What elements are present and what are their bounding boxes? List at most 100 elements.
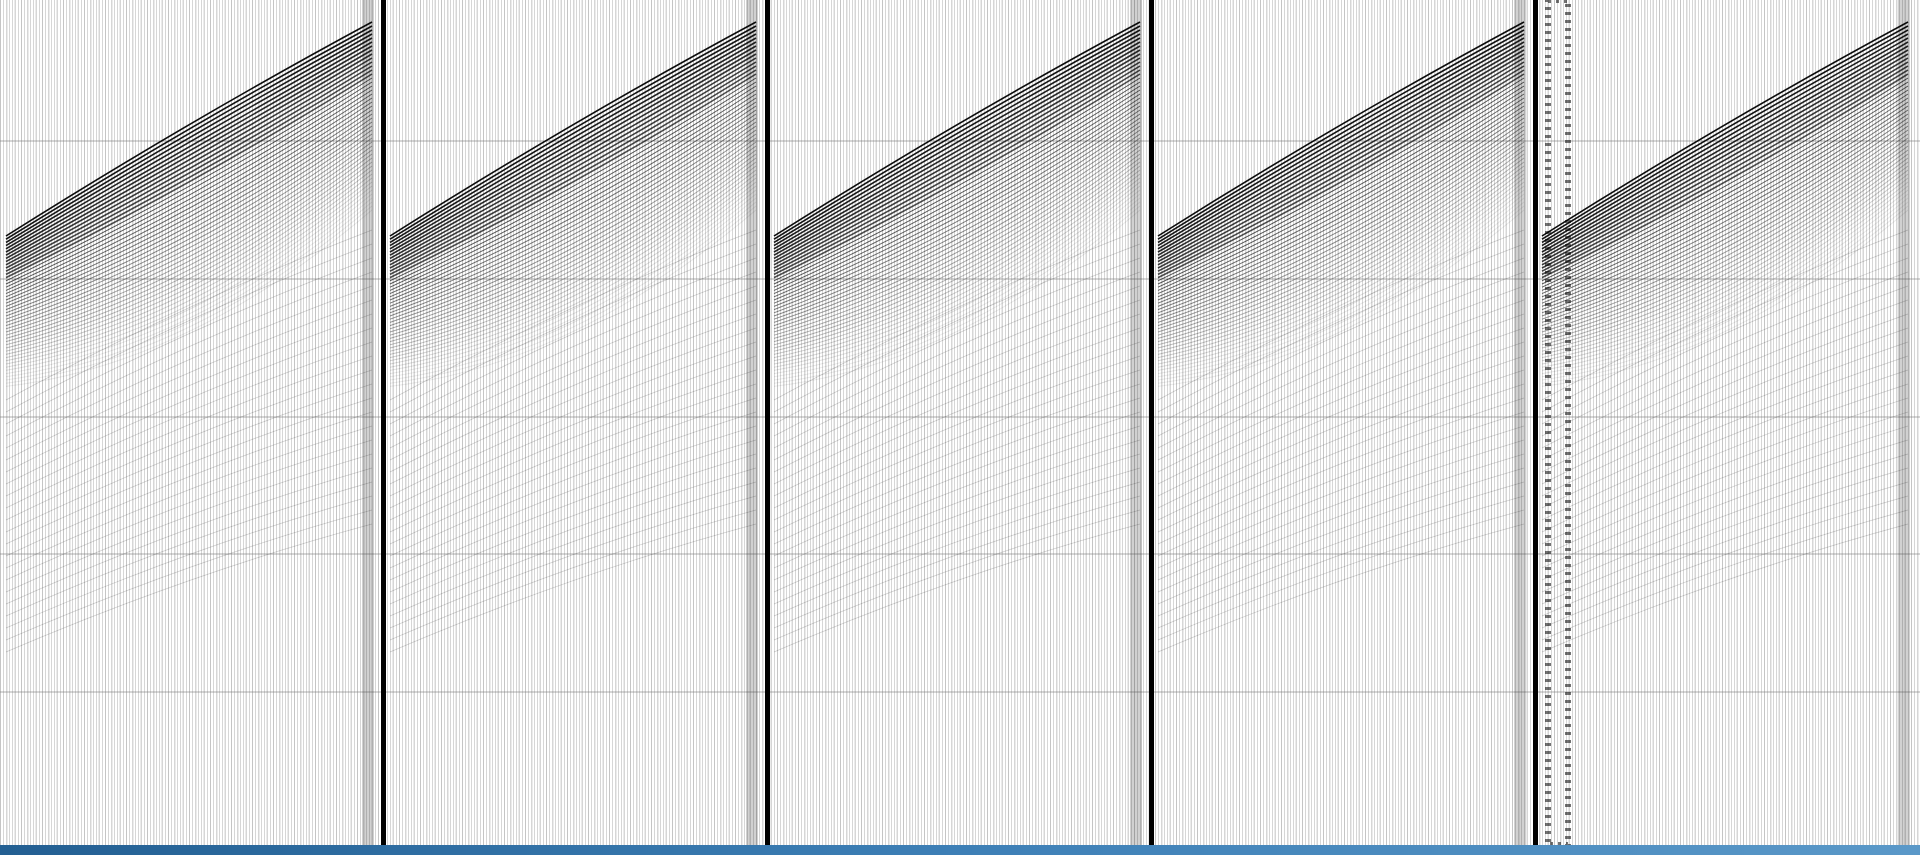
reflection (1542, 50, 1908, 258)
reflection (390, 50, 756, 258)
reflection (774, 58, 1140, 265)
deep-event (774, 230, 1140, 400)
deep-event (1542, 384, 1908, 532)
deep-event (6, 384, 372, 532)
deep-event (774, 510, 1140, 640)
deep-event (774, 454, 1140, 592)
status-bar (0, 845, 1920, 855)
deep-event (6, 230, 372, 400)
reflection (390, 26, 756, 239)
deep-event (1158, 342, 1524, 496)
deep-event (390, 440, 756, 580)
panel-divider (765, 0, 770, 845)
reflection (6, 142, 372, 332)
deep-event (390, 454, 756, 592)
reflection (390, 138, 756, 329)
deep-event (1542, 468, 1908, 604)
deep-event (6, 510, 372, 640)
deep-event (774, 468, 1140, 604)
reflection (6, 138, 372, 329)
deep-event (774, 300, 1140, 460)
deep-event (390, 230, 756, 400)
deep-event (774, 342, 1140, 496)
deep-event (1542, 314, 1908, 472)
reflection (1158, 34, 1524, 246)
deep-event (1158, 468, 1524, 604)
deep-event (1158, 384, 1524, 532)
deep-event (1158, 300, 1524, 460)
reflection (1542, 42, 1908, 252)
deep-event (1158, 230, 1524, 400)
reflection (1542, 26, 1908, 239)
deep-event (390, 384, 756, 532)
deep-event (6, 328, 372, 484)
deep-event (6, 342, 372, 496)
reflection (774, 138, 1140, 329)
deep-event (1542, 440, 1908, 580)
deep-event (1542, 230, 1908, 400)
deep-event (1542, 426, 1908, 568)
deep-event (6, 300, 372, 460)
deep-event (390, 510, 756, 640)
reflection (1542, 142, 1908, 332)
deep-event (1542, 454, 1908, 592)
reflection (774, 42, 1140, 252)
deep-event (390, 328, 756, 484)
reflection (1542, 34, 1908, 246)
header-column (1514, 0, 1526, 845)
deep-event (774, 412, 1140, 556)
deep-event (1158, 510, 1524, 640)
deep-event (1158, 314, 1524, 472)
deep-event (774, 314, 1140, 472)
reflection (6, 26, 372, 239)
deep-event (774, 426, 1140, 568)
reflection (6, 50, 372, 258)
reflection (1158, 58, 1524, 265)
panel-divider (1533, 0, 1538, 845)
header-column (362, 0, 374, 845)
deep-event (6, 482, 372, 616)
deep-event (774, 482, 1140, 616)
reflection (1542, 58, 1908, 265)
deep-event (1158, 426, 1524, 568)
reflection (390, 34, 756, 246)
deep-event (6, 468, 372, 604)
reflection (1542, 138, 1908, 329)
deep-event (1542, 300, 1908, 460)
header-column (746, 0, 758, 845)
reflection (774, 142, 1140, 332)
deep-event (6, 314, 372, 472)
reflection (6, 34, 372, 246)
deep-event (1542, 482, 1908, 616)
reflection (774, 34, 1140, 246)
deep-event (6, 454, 372, 592)
deep-event (1158, 328, 1524, 484)
header-column (1130, 0, 1142, 845)
deep-event (1542, 510, 1908, 640)
deep-event (390, 314, 756, 472)
deep-event (6, 440, 372, 580)
reflection (1158, 138, 1524, 329)
reflection (390, 58, 756, 265)
deep-event (390, 482, 756, 616)
deep-event (6, 412, 372, 556)
deep-event (1158, 440, 1524, 580)
deep-event (774, 328, 1140, 484)
deep-event (6, 426, 372, 568)
deep-event (774, 384, 1140, 532)
reflection (390, 142, 756, 332)
deep-event (390, 426, 756, 568)
deep-event (390, 468, 756, 604)
reflection (6, 58, 372, 265)
reflection (774, 26, 1140, 239)
reflection (774, 50, 1140, 258)
deep-event (390, 342, 756, 496)
reflection (390, 42, 756, 252)
panel-divider (381, 0, 386, 845)
reflection (1158, 42, 1524, 252)
deep-event (1542, 328, 1908, 484)
deep-event (1542, 412, 1908, 556)
